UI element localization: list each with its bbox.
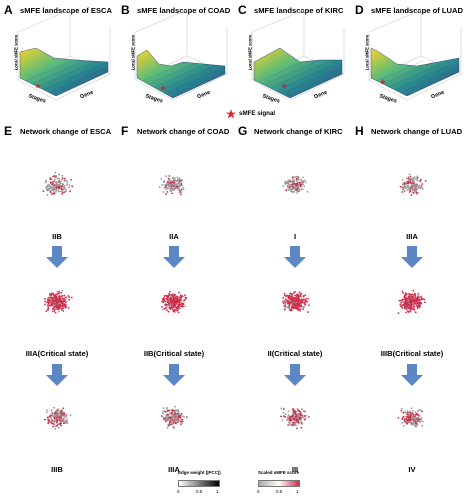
- landscape-plot: [134, 9, 228, 101]
- stage-label: IIIA: [168, 465, 180, 474]
- stage-label: IIB: [52, 232, 62, 241]
- network-before: [158, 175, 185, 196]
- signal-star-icon: [35, 83, 41, 89]
- down-arrow-icon: [284, 364, 306, 386]
- panel-letter: E: [4, 124, 13, 138]
- down-arrow-icon: [163, 246, 185, 268]
- down-arrow-icon: [163, 364, 185, 386]
- panel-letter: A: [4, 3, 13, 17]
- network-title: Network change of LUAD: [371, 127, 463, 136]
- z-axis-label: Local sMFE score: [247, 34, 253, 71]
- network-after: [44, 406, 72, 430]
- network-after: [160, 405, 188, 429]
- landscape-plot: [368, 9, 462, 101]
- network-after: [397, 407, 424, 428]
- network-title: Network change of KIRC: [254, 127, 343, 136]
- edge-weight-legend-title: Edge weight (|PCC|): [178, 470, 221, 475]
- landscape-plot: [17, 9, 111, 101]
- landscape-title: sMFE landscape of KIRC: [254, 6, 344, 15]
- signal-star-icon: [160, 85, 166, 91]
- network-before: [42, 171, 74, 196]
- z-axis-label: Local sMFE score: [364, 34, 370, 71]
- z-axis-label: Local sMFE score: [13, 34, 19, 71]
- down-arrow-icon: [46, 246, 68, 268]
- landscape-plot: [251, 9, 345, 101]
- smfe-tick-0: 0: [257, 489, 260, 494]
- panel-letter: C: [238, 3, 247, 17]
- edge-weight-tick-2: 1: [216, 489, 219, 494]
- down-arrow-icon: [401, 364, 423, 386]
- down-arrow-icon: [46, 364, 68, 386]
- network-critical: [44, 289, 73, 314]
- stage-label: IV: [408, 465, 416, 474]
- landscape-title: sMFE landscape of ESCA: [20, 6, 112, 15]
- network-critical: [397, 289, 426, 314]
- down-arrow-icon: [284, 246, 306, 268]
- landscape-title: sMFE landscape of COAD: [137, 6, 231, 15]
- edge-weight-colorbar: [178, 480, 220, 487]
- panel-letter: G: [238, 124, 248, 138]
- panel-letter: D: [355, 3, 364, 17]
- signal-star-icon: [380, 79, 386, 85]
- network-critical: [281, 290, 310, 313]
- network-after: [280, 407, 310, 430]
- critical-stage-label: IIB(Critical state): [143, 349, 205, 358]
- network-title: Network change of ESCA: [20, 127, 112, 136]
- critical-stage-label: IIIA(Critical state): [25, 349, 89, 358]
- smfe-tick-2: 1: [296, 489, 299, 494]
- network-before: [399, 173, 427, 196]
- panel-letter: B: [121, 3, 130, 17]
- network-before: [282, 175, 309, 194]
- stage-label: I: [293, 232, 297, 241]
- signal-star-icon: [281, 83, 287, 89]
- smfe-colorbar: [258, 480, 300, 487]
- network-title: Network change of COAD: [137, 127, 230, 136]
- edge-weight-tick-0: 0: [177, 489, 180, 494]
- stage-label: IIIB: [51, 465, 63, 474]
- panel-letter: H: [355, 124, 364, 138]
- smfe-legend-title: Scaled sMFE score: [258, 470, 300, 475]
- critical-stage-label: IIIB(Critical state): [380, 349, 444, 358]
- signal-legend-label: sMFE signal: [239, 110, 276, 117]
- stage-label: IIIA: [406, 232, 418, 241]
- stage-label: IIA: [169, 232, 179, 241]
- z-axis-label: Local sMFE score: [130, 34, 136, 71]
- signal-star-icon: [226, 109, 236, 119]
- panel-letter: F: [121, 124, 129, 138]
- down-arrow-icon: [401, 246, 423, 268]
- critical-stage-label: II(Critical state): [267, 349, 323, 358]
- smfe-tick-1: 0.5: [276, 489, 283, 494]
- stage-label: III: [291, 465, 299, 474]
- landscape-title: sMFE landscape of LUAD: [371, 6, 463, 15]
- network-critical: [161, 290, 188, 314]
- edge-weight-tick-1: 0.5: [196, 489, 203, 494]
